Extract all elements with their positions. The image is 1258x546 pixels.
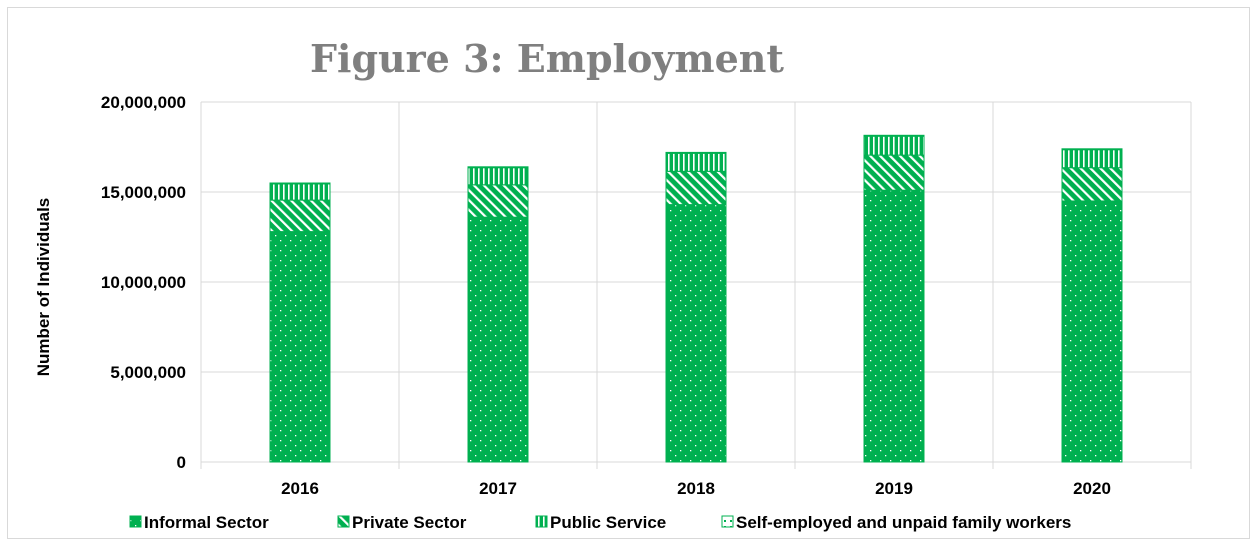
chart-frame: Figure 3: Employment Number of Individua…: [7, 7, 1250, 539]
bar-segment: [269, 183, 331, 201]
y-axis-ticks: 0 5,000,000 10,000,000 15,000,000 20,000,000: [101, 93, 186, 472]
chart-title: Figure 3: Employment: [310, 36, 784, 81]
bar-segment: [863, 189, 925, 463]
legend-swatch: [337, 515, 350, 528]
bar-segment: [665, 151, 727, 154]
bar-segment: [863, 135, 925, 156]
legend-swatch: [129, 515, 142, 528]
bar-segment: [1061, 148, 1123, 151]
bar-segment: [863, 154, 925, 191]
legend-swatch: [721, 515, 734, 528]
bar-segment: [269, 182, 331, 185]
legend: Informal Sector Private Sector Public Serv…: [129, 513, 1071, 532]
x-tick-label: 2017: [479, 479, 517, 498]
bar-segment: [863, 134, 925, 137]
bar-segment: [269, 231, 331, 463]
bar-segment: [467, 166, 529, 169]
x-tick-label: 2019: [875, 479, 913, 498]
legend-label: Informal Sector: [144, 513, 269, 532]
legend-swatch: [535, 515, 548, 528]
y-tick-label: 20,000,000: [101, 93, 186, 112]
legend-label: Private Sector: [352, 513, 467, 532]
bar-segment: [1061, 200, 1123, 463]
bar-segment: [665, 204, 727, 463]
bar-segment: [1061, 167, 1123, 202]
bar-segment: [665, 170, 727, 206]
legend-label: Self-employed and unpaid family workers: [736, 513, 1071, 532]
y-tick-label: 5,000,000: [110, 363, 186, 382]
y-tick-label: 10,000,000: [101, 273, 186, 292]
x-tick-label: 2018: [677, 479, 715, 498]
x-tick-label: 2016: [281, 479, 319, 498]
y-tick-label: 0: [177, 453, 186, 472]
x-tick-label: 2020: [1073, 479, 1111, 498]
bar-segment: [1061, 149, 1123, 169]
legend-label: Public Service: [550, 513, 666, 532]
bar-segment: [665, 152, 727, 172]
x-axis-ticks: 2016 2017 2018 2019 2020: [281, 479, 1111, 498]
bar-segment: [467, 167, 529, 186]
bar-segment: [467, 216, 529, 463]
y-tick-label: 15,000,000: [101, 183, 186, 202]
bars: [269, 134, 1123, 463]
employment-chart: Figure 3: Employment Number of Individua…: [34, 36, 1192, 532]
bar-segment: [269, 199, 331, 233]
y-axis-title: Number of Individuals: [34, 198, 53, 377]
bar-segment: [467, 184, 529, 218]
